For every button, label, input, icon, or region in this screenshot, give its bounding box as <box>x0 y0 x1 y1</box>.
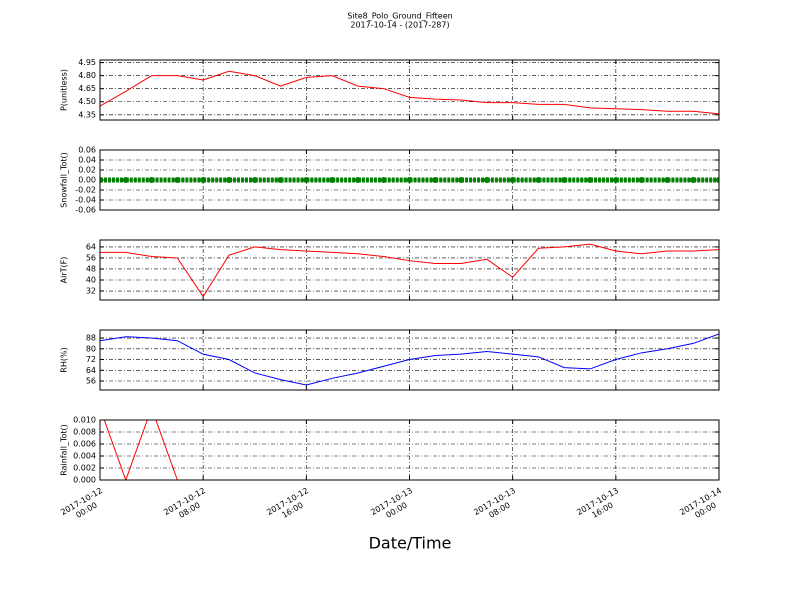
y-tick-label: 0.004 <box>73 452 96 461</box>
y-tick-label: -0.04 <box>75 196 96 205</box>
y-tick-label: -0.06 <box>75 206 96 215</box>
y-axis-label: Rainfall_Tot() <box>60 424 69 476</box>
y-tick-label: 4.65 <box>78 84 96 93</box>
y-axis-label: AirT(F) <box>60 257 69 284</box>
y-tick-label: 0.06 <box>78 146 96 155</box>
y-tick-label: 4.50 <box>78 97 96 106</box>
data-line <box>100 333 719 386</box>
axes-frame <box>99 59 720 121</box>
y-tick-label: 64 <box>86 366 96 375</box>
x-axis-label: Date/Time <box>369 534 452 553</box>
axes-frame <box>99 329 720 391</box>
plot-area <box>100 70 719 115</box>
y-tick-label: 0.00 <box>78 176 96 185</box>
y-tick-label: 48 <box>86 264 96 273</box>
y-tick-label: -0.02 <box>75 186 96 195</box>
chart-subtitle: 2017-10-14 - (2017-287) <box>350 21 449 30</box>
axes-frame <box>99 149 720 211</box>
y-tick-label: 0.008 <box>73 428 96 437</box>
y-tick-label: 80 <box>86 344 96 353</box>
axes-frame <box>99 419 720 481</box>
y-axis-label: P(unitless) <box>60 69 69 111</box>
y-axis-label: Snowfall_Tot() <box>60 152 69 208</box>
data-point <box>716 177 719 183</box>
y-tick-label: 64 <box>86 242 96 251</box>
y-tick-label: 56 <box>86 377 96 386</box>
plot-area <box>100 333 719 386</box>
chart-title: Site8_Polo_Ground_Fifteen <box>347 12 452 21</box>
axes-frame <box>99 239 720 301</box>
data-line <box>100 243 719 298</box>
y-tick-label: 72 <box>86 355 96 364</box>
plot-area <box>100 177 719 183</box>
y-tick-label: 0.002 <box>73 464 96 473</box>
y-tick-label: 88 <box>86 334 96 343</box>
y-tick-label: 0.02 <box>78 166 96 175</box>
y-tick-label: 4.35 <box>78 110 96 119</box>
data-line <box>100 70 719 115</box>
y-tick-label: 4.80 <box>78 71 96 80</box>
y-tick-label: 32 <box>86 287 96 296</box>
y-tick-label: 0.04 <box>78 156 96 165</box>
plot-area <box>100 243 719 298</box>
y-tick-label: 40 <box>86 276 96 285</box>
y-tick-label: 0.010 <box>73 416 96 425</box>
y-axis-label: RH(%) <box>60 347 69 372</box>
y-tick-label: 4.95 <box>78 58 96 67</box>
y-tick-label: 0.006 <box>73 440 96 449</box>
y-tick-label: 56 <box>86 253 96 262</box>
y-tick-label: 0.000 <box>73 476 96 485</box>
